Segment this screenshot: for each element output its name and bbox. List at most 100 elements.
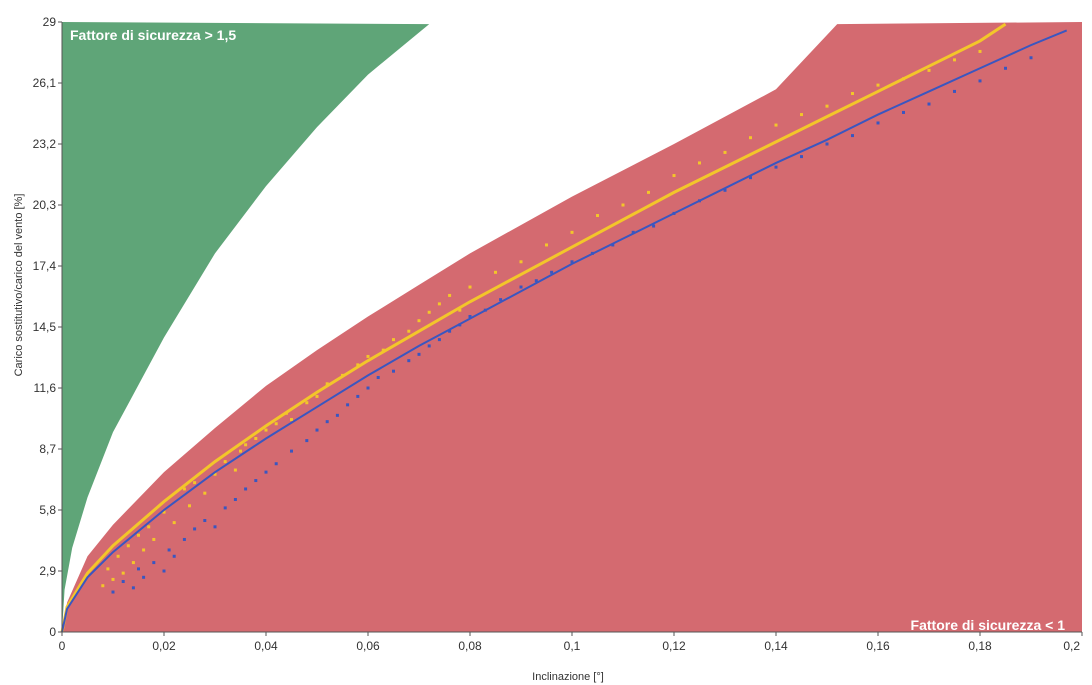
data-point-series-2 [570, 230, 574, 234]
data-point-series-3 [825, 142, 829, 146]
data-point-series-3 [749, 176, 752, 180]
data-point-series-3 [407, 359, 411, 363]
data-point-series-2 [274, 422, 278, 426]
data-point-series-3 [1029, 56, 1033, 60]
x-axis-title: Inclinazione [°] [532, 671, 604, 683]
x-tick-label: 0,16 [866, 639, 890, 653]
data-point-series-2 [417, 319, 421, 323]
data-point-series-2 [621, 203, 625, 207]
x-tick-label: 0,12 [662, 639, 686, 653]
data-point-series-2 [723, 150, 727, 154]
data-point-series-3 [468, 314, 472, 318]
data-point-series-3 [264, 470, 268, 474]
data-point-series-2 [126, 544, 130, 548]
data-point-series-2 [203, 491, 207, 495]
data-point-series-2 [233, 468, 237, 472]
data-point-series-3 [437, 338, 441, 342]
data-point-series-2 [131, 561, 135, 565]
data-point-series-2 [101, 584, 105, 588]
data-point-series-2 [356, 363, 360, 367]
data-point-series-2 [264, 428, 268, 432]
y-tick-label: 8,7 [39, 442, 56, 456]
data-point-series-3 [953, 89, 956, 93]
data-point-series-3 [851, 134, 854, 138]
data-point-series-2 [239, 449, 242, 453]
data-point-series-2 [927, 68, 931, 72]
trend-line-series-0 [60, 22, 1007, 633]
data-point-series-2 [106, 567, 110, 571]
data-point-series-3 [570, 260, 574, 264]
data-point-series-2 [851, 92, 854, 96]
data-point-series-2 [392, 338, 395, 342]
data-point-series-3 [244, 487, 248, 491]
data-point-series-3 [325, 420, 329, 424]
y-tick-label: 26,1 [33, 76, 57, 90]
data-point-series-3 [223, 506, 227, 510]
data-point-series-2 [182, 487, 186, 491]
data-point-series-3 [417, 352, 421, 356]
data-point-series-3 [774, 165, 778, 169]
data-point-series-2 [458, 308, 462, 312]
trend-line-series-1 [61, 29, 1068, 633]
data-point-series-2 [223, 460, 227, 464]
data-point-series-2 [315, 394, 319, 398]
data-point-series-2 [137, 533, 140, 537]
data-point-series-3 [203, 519, 207, 523]
series-layer [60, 22, 1068, 633]
data-point-series-3 [876, 121, 880, 125]
y-tick-labels: 0 2,9 5,8 8,7 11,6 14,5 17,4 20,3 23,2 26,1 29 [33, 15, 62, 639]
data-point-series-2 [162, 510, 166, 514]
data-point-series-3 [346, 403, 350, 407]
data-point-series-3 [392, 369, 395, 373]
data-point-series-3 [162, 569, 166, 573]
data-point-series-2 [876, 83, 880, 87]
x-tick-label: 0,14 [764, 639, 788, 653]
data-point-series-2 [116, 554, 120, 558]
y-tick-label: 5,8 [39, 503, 56, 517]
data-point-series-3 [652, 224, 656, 228]
y-tick-label: 0 [49, 625, 56, 639]
y-tick-label: 11,6 [34, 381, 57, 395]
data-point-series-3 [534, 279, 538, 283]
data-point-series-2 [672, 174, 676, 178]
data-point-series-2 [800, 113, 803, 117]
data-point-series-3 [121, 580, 125, 584]
zone-layer [62, 22, 1082, 632]
x-tick-label: 0,1 [564, 639, 581, 653]
data-point-series-3 [111, 590, 115, 594]
unsafe-zone [62, 22, 1082, 632]
data-point-series-2 [825, 104, 829, 108]
data-point-series-2 [142, 548, 146, 552]
data-point-series-2 [427, 310, 431, 314]
data-point-series-2 [749, 136, 752, 140]
x-tick-labels: 0 0,02 0,04 0,06 0,08 0,1 0,12 0,14 0,16 0,18 0,2 [59, 632, 1083, 653]
y-tick-label: 29 [43, 15, 57, 29]
data-point-series-3 [193, 527, 197, 531]
data-point-series-3 [800, 155, 803, 159]
data-point-series-2 [953, 58, 956, 62]
data-point-series-2 [774, 123, 778, 127]
data-point-series-2 [519, 260, 523, 264]
data-point-series-3 [519, 285, 523, 289]
data-point-series-3 [137, 567, 140, 571]
data-point-series-2 [545, 243, 548, 247]
data-point-series-3 [335, 413, 339, 417]
data-point-series-3 [315, 428, 319, 432]
data-point-series-3 [172, 554, 176, 558]
data-point-series-2 [254, 436, 258, 440]
data-point-series-2 [468, 285, 472, 289]
data-point-series-3 [356, 394, 360, 398]
data-point-series-3 [213, 525, 217, 529]
data-point-series-2 [325, 382, 329, 386]
data-point-series-2 [147, 525, 151, 529]
y-tick-label: 14,5 [33, 320, 57, 334]
data-point-series-3 [927, 102, 931, 106]
x-tick-label: 0,02 [152, 639, 176, 653]
data-point-series-2 [366, 354, 370, 358]
data-point-series-2 [111, 577, 115, 581]
data-point-series-3 [448, 329, 452, 333]
data-point-series-2 [172, 521, 176, 525]
data-point-series-3 [142, 575, 146, 579]
data-point-series-3 [550, 270, 554, 274]
data-point-series-3 [902, 110, 905, 114]
